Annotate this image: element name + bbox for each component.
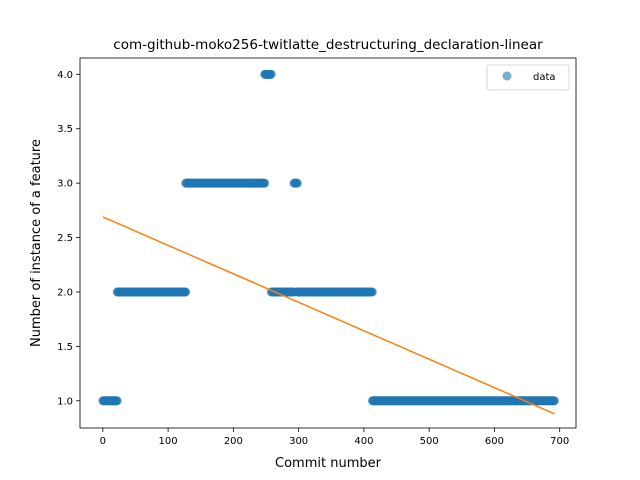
- plot-frame: [79, 57, 577, 429]
- y-tick-label: 3.0: [57, 179, 73, 190]
- x-tick-label: 0: [100, 436, 106, 447]
- legend-marker-data: [502, 71, 512, 81]
- y-tick-label: 4.0: [57, 70, 73, 81]
- x-tick-label: 300: [289, 436, 308, 447]
- y-tick-label: 1.0: [57, 396, 73, 407]
- x-tick-label: 200: [224, 436, 243, 447]
- data-point: [260, 178, 270, 188]
- chart-title: com-github-moko256-twitlatte_destructuri…: [113, 37, 543, 53]
- y-axis-label: Number of instance of a feature: [29, 139, 44, 347]
- y-tick-label: 2.5: [57, 233, 73, 244]
- x-tick-label: 600: [485, 436, 504, 447]
- data-point: [266, 69, 276, 79]
- data-point: [549, 396, 559, 406]
- data-point: [367, 287, 377, 297]
- x-axis-label: Commit number: [275, 456, 382, 471]
- y-tick-label: 1.5: [57, 342, 73, 353]
- data-point: [181, 287, 191, 297]
- legend-box: [486, 64, 570, 91]
- x-ticks: 0 100 200 300 400 500 600 700: [100, 428, 569, 447]
- data-point: [292, 178, 302, 188]
- legend: data: [486, 64, 570, 91]
- fit-line: [102, 216, 555, 415]
- x-tick-label: 700: [550, 436, 569, 447]
- fit-layer: [102, 216, 555, 415]
- x-tick-label: 500: [420, 436, 439, 447]
- legend-label-data: data: [533, 72, 556, 83]
- y-tick-label: 3.5: [57, 124, 73, 135]
- x-tick-label: 100: [159, 436, 178, 447]
- y-ticks: 1.0 1.5 2.0 2.5 3.0 3.5 4.0: [57, 70, 80, 407]
- y-tick-label: 2.0: [57, 287, 73, 298]
- data-point: [112, 396, 122, 406]
- x-tick-label: 400: [354, 436, 373, 447]
